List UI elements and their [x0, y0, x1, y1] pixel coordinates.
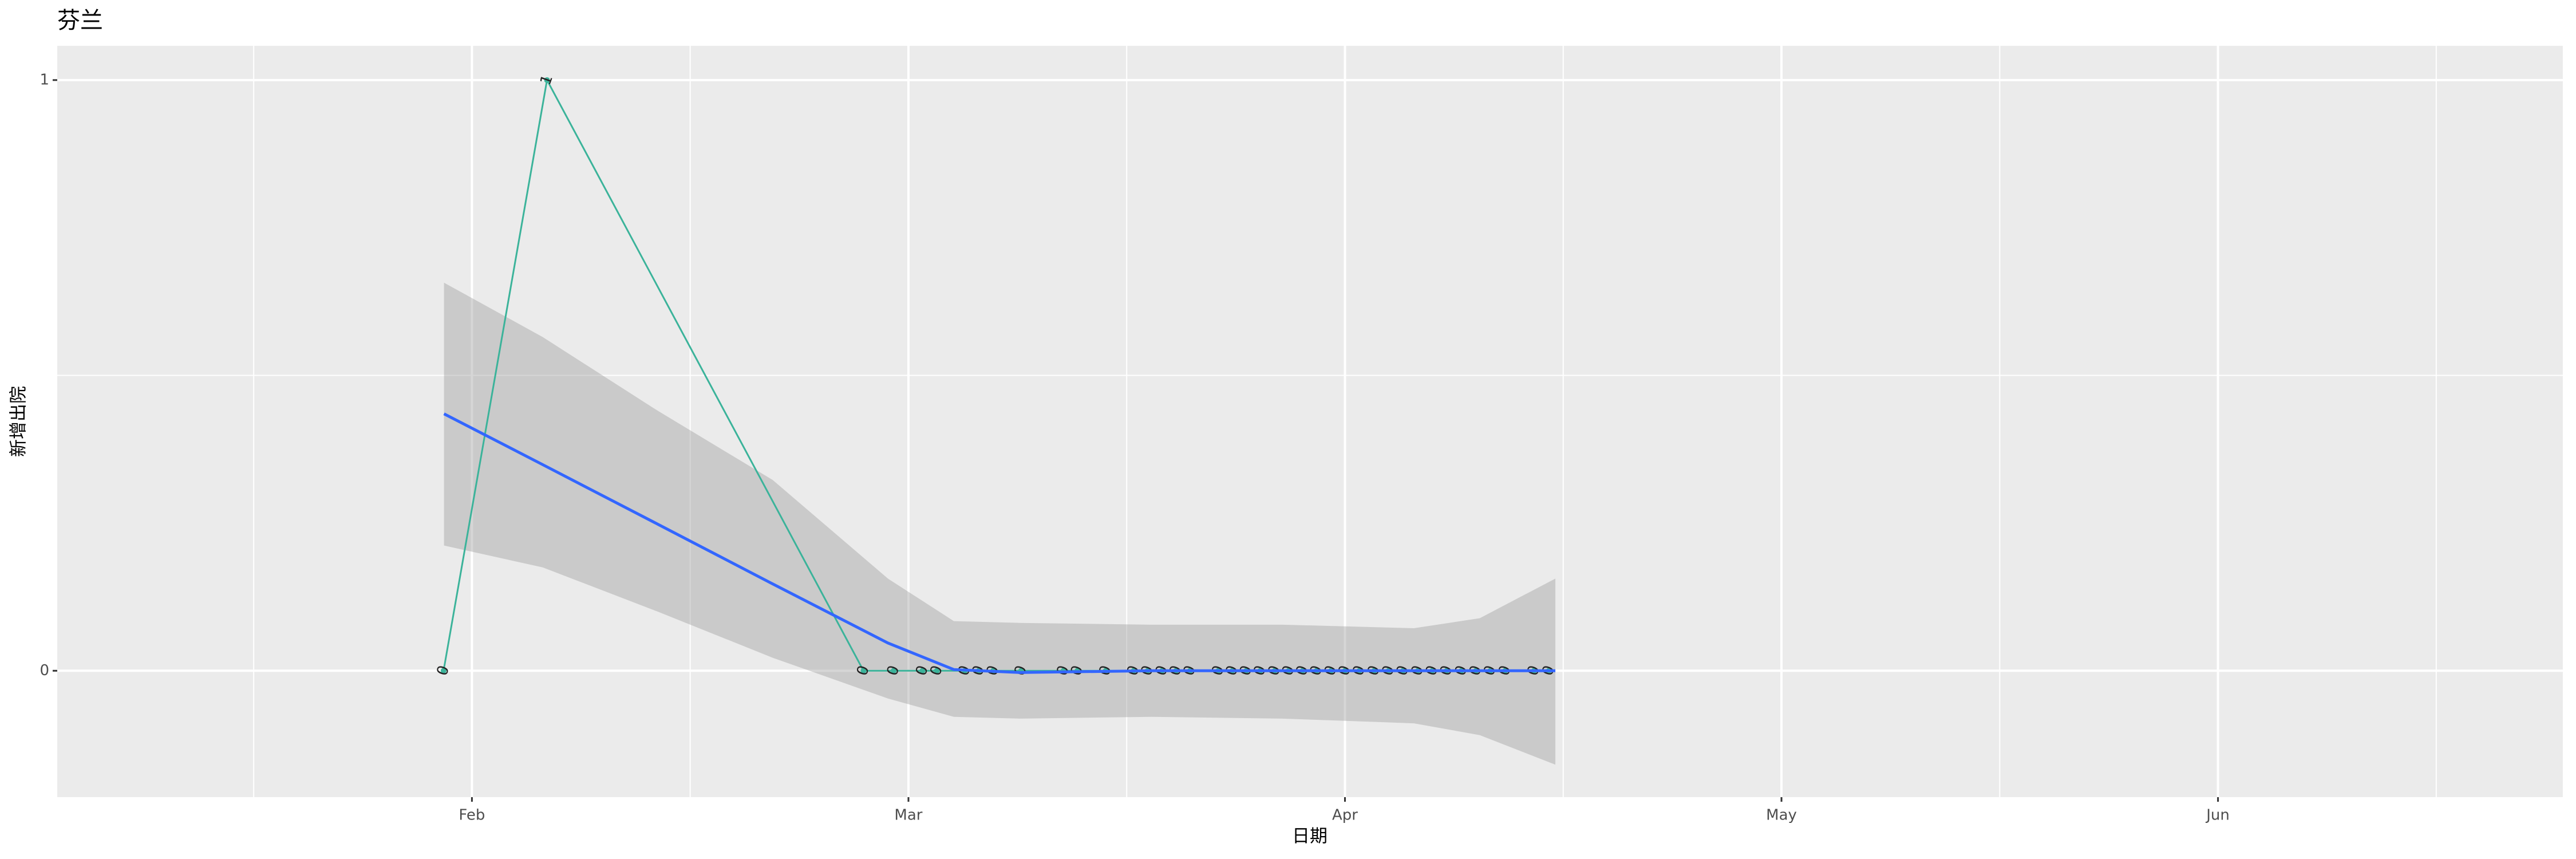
- data-point: [860, 668, 867, 674]
- x-tick-label: Feb: [459, 807, 485, 824]
- data-point: [440, 668, 447, 674]
- y-tick-label: 1: [39, 71, 49, 88]
- y-axis-title: 新增出院: [9, 386, 29, 457]
- y-tick-label: 0: [39, 662, 49, 679]
- x-tick-label: May: [1766, 807, 1797, 824]
- confidence-band: [444, 282, 1556, 765]
- smooth-line: [443, 412, 1556, 674]
- data-point: [934, 668, 940, 674]
- data-point: [891, 668, 897, 674]
- data-point: [544, 77, 550, 83]
- x-tick-label: Jun: [2205, 807, 2230, 824]
- chart-title: 芬兰: [57, 7, 103, 34]
- x-tick-label: Apr: [1332, 807, 1358, 824]
- x-tick-label: Mar: [894, 807, 922, 824]
- data-point: [919, 668, 926, 674]
- x-axis-title: 日期: [1292, 826, 1327, 847]
